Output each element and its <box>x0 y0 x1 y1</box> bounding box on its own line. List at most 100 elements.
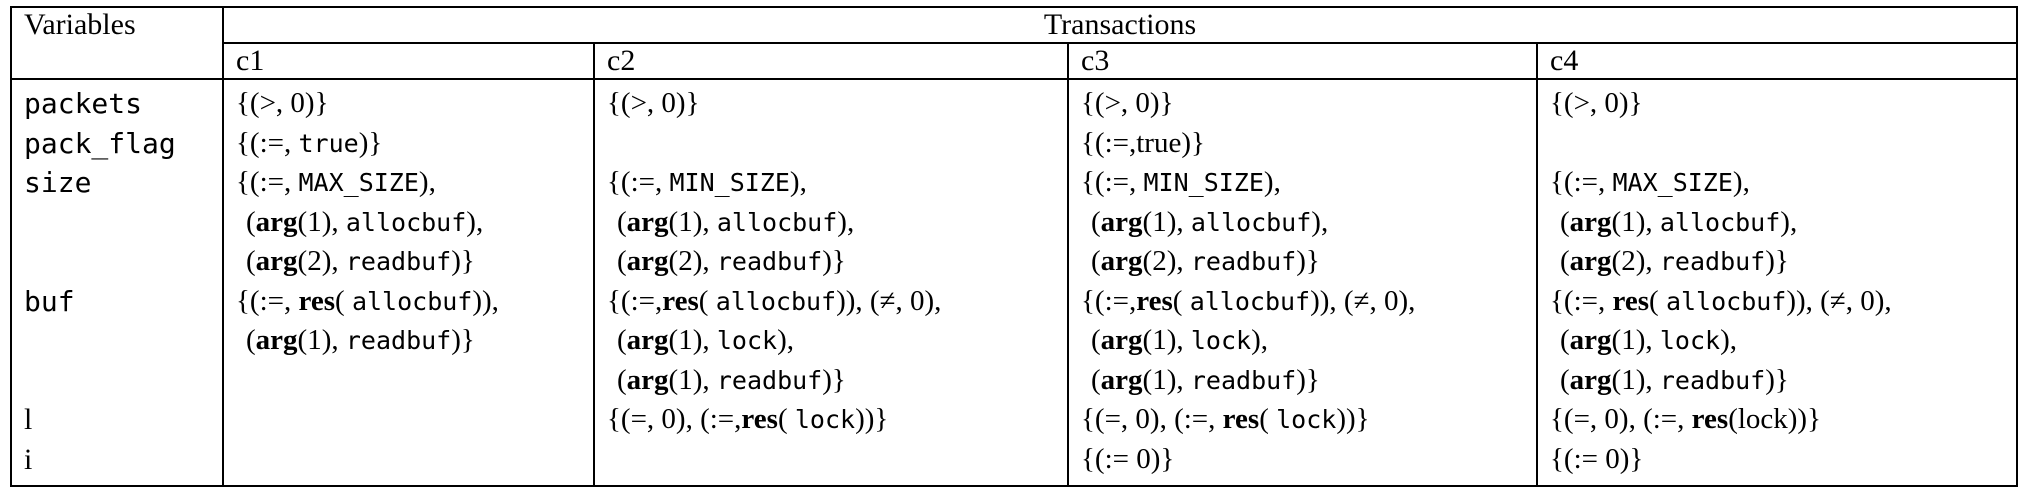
constraint-index: (2), <box>1142 245 1191 277</box>
column-header-c2: c2 <box>593 42 1069 80</box>
column-label: c4 <box>1550 44 1579 77</box>
constraint-prefix: {(:=, <box>236 284 299 317</box>
arg-keyword: arg <box>255 245 298 277</box>
body-row: packets pack_flag size buf l i {(>, 0)} {… <box>10 78 2019 487</box>
constraint-line: {(=, 0), (:=, res( lock))} <box>1081 400 1536 440</box>
constraint-index: (1), <box>1611 205 1660 238</box>
constraint-line: {(>, 0)} <box>1550 84 2016 124</box>
arg-keyword: arg <box>1100 205 1143 238</box>
constraint-identifier: lock <box>1190 326 1252 355</box>
constraint-text: {(>, 0)} <box>1550 87 1643 119</box>
constraint-line: (arg(1), readbuf)} <box>236 321 593 361</box>
constraint-line: {(:=,res( allocbuf)), (≠, 0), <box>1081 282 1536 322</box>
constraint-open: ( <box>246 205 256 238</box>
arg-keyword: arg <box>255 205 298 238</box>
blank-line <box>24 321 222 361</box>
constraint-line: {(>, 0)} <box>607 84 1067 124</box>
constraint-open: ( <box>1560 205 1570 238</box>
column-label: c1 <box>236 44 265 77</box>
constraint-identifier: allocbuf <box>345 207 467 237</box>
constraint-line: (arg(1), readbuf)} <box>607 361 1067 401</box>
constraint-identifier: allocbuf <box>715 286 837 316</box>
constraint-open: ( <box>1091 205 1101 238</box>
arg-keyword: arg <box>626 324 669 356</box>
transactions-header: Transactions <box>221 6 2019 44</box>
constraint-identifier: allocbuf <box>351 286 473 316</box>
arg-keyword: arg <box>1569 205 1612 238</box>
constraint-suffix: )} <box>822 363 846 396</box>
constraint-index: (2), <box>297 245 346 277</box>
arg-keyword: arg <box>1100 324 1143 356</box>
constraint-mid: ( <box>1172 284 1190 317</box>
constraint-line: (arg(2), readbuf)} <box>1081 242 1536 282</box>
variable-size: size <box>24 166 92 199</box>
constraint-identifier: allocbuf <box>1190 207 1312 237</box>
variables-header-label: Variables <box>24 8 136 41</box>
variable-i: i <box>24 442 33 476</box>
constraint-identifier: allocbuf <box>716 207 838 237</box>
constraint-suffix: ))} <box>1336 403 1370 435</box>
constraint-line: (arg(1), lock), <box>1550 321 2016 361</box>
constraint-index: (1), <box>668 324 717 356</box>
constraint-mid: ( <box>1259 403 1277 435</box>
constraint-open: ( <box>1091 324 1101 356</box>
constraint-line: {(:=, true)} <box>236 124 593 164</box>
arg-keyword: arg <box>626 245 669 277</box>
constraint-identifier: readbuf <box>716 365 823 395</box>
constraint-line: (arg(2), readbuf)} <box>1550 242 2016 282</box>
constraint-open: ( <box>1560 324 1570 356</box>
constraint-identifier: lock <box>1276 405 1337 434</box>
blank-line <box>24 203 222 243</box>
constraint-open: ( <box>1091 363 1101 396</box>
blank-line <box>24 361 222 401</box>
constraint-identifier: MAX_SIZE <box>298 168 419 197</box>
constraint-text: {(>, 0)} <box>236 87 329 119</box>
constraint-identifier: readbuf <box>1659 247 1766 276</box>
constraint-identifier: readbuf <box>716 247 823 276</box>
constraint-index: (1), <box>1611 363 1660 396</box>
constraint-line: {(:= 0)} <box>1081 440 1536 480</box>
constraint-suffix: ), <box>1720 324 1738 356</box>
constraint-line: {(:=, res( allocbuf)), <box>236 282 593 322</box>
constraint-line: {(:=, res( allocbuf)), (≠, 0), <box>1550 282 2016 322</box>
constraint-identifier: lock <box>716 326 778 355</box>
constraint-identifier: readbuf <box>1659 365 1766 395</box>
constraint-line: {(=, 0), (:=, res(lock))} <box>1550 400 2016 440</box>
arg-keyword: arg <box>1569 324 1612 356</box>
arg-keyword: arg <box>626 205 669 238</box>
transactions-header-label: Transactions <box>1043 8 1197 41</box>
constraint-text: {(>, 0)} <box>607 87 700 119</box>
constraint-line: (arg(1), lock), <box>607 321 1067 361</box>
table-container: Variables Transactions c1 c2 c3 c4 packe… <box>10 6 2019 487</box>
res-keyword: res <box>1222 403 1260 435</box>
constraint-identifier: readbuf <box>1190 365 1297 395</box>
constraint-prefix: {(=, 0), (:=, <box>607 403 742 435</box>
constraint-line: {(=, 0), (:=,res( lock))} <box>607 400 1067 440</box>
constraint-mid: ( <box>335 284 352 317</box>
constraint-open: ( <box>617 324 627 356</box>
cell-c3: {(>, 0)} {(:=,true)} {(:=, MIN_SIZE), (arg(… <box>1067 78 1538 487</box>
constraint-line: {(>, 0)} <box>1081 84 1536 124</box>
column-header-c1: c1 <box>222 42 595 80</box>
constraint-suffix: ), <box>1732 166 1750 198</box>
constraint-suffix: ), <box>777 324 795 356</box>
constraint-line: (arg(2), readbuf)} <box>236 242 593 282</box>
constraint-identifier: lock <box>794 405 856 434</box>
constraint-index: (2), <box>668 245 717 277</box>
constraint-suffix: )} <box>451 324 475 356</box>
constraint-prefix: {(:=, <box>236 166 299 198</box>
blank-line <box>236 361 593 401</box>
constraint-suffix: ))} <box>855 403 889 435</box>
constraint-open: ( <box>617 363 627 396</box>
variables-header: Variables <box>10 6 224 80</box>
constraint-text: {(:= 0)} <box>1081 442 1175 475</box>
constraint-index: (1), <box>668 205 717 238</box>
arg-keyword: arg <box>1100 245 1143 277</box>
constraint-index: (2), <box>1611 245 1660 277</box>
arg-keyword: arg <box>1569 245 1612 277</box>
constraint-suffix: )), (≠, 0), <box>836 284 942 317</box>
column-header-c3: c3 <box>1067 42 1538 80</box>
variable-pack-flag: pack_flag <box>24 126 176 160</box>
constraint-suffix: )} <box>1765 245 1789 277</box>
arg-keyword: arg <box>626 363 669 396</box>
